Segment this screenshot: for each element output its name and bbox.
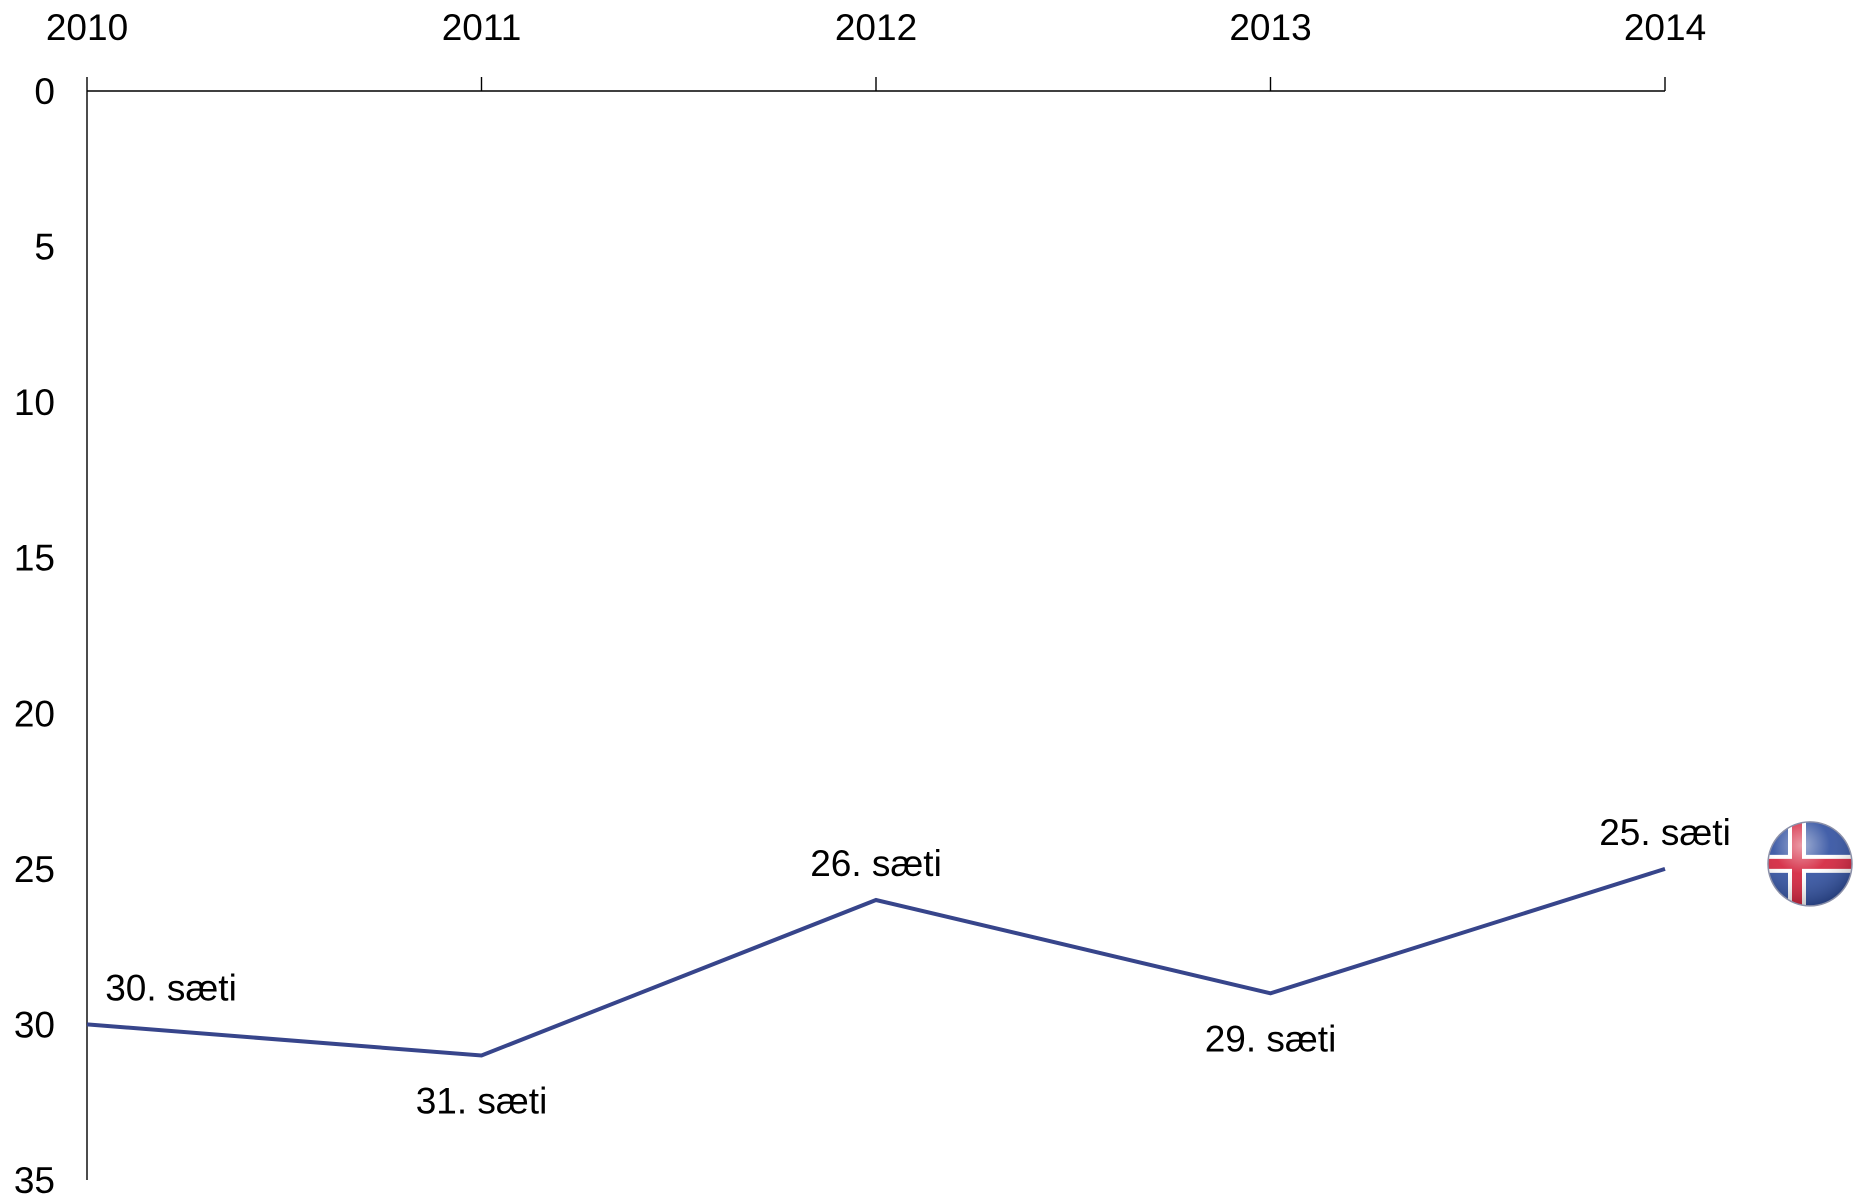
y-tick-label: 30 (14, 1004, 55, 1045)
y-tick-label: 20 (14, 693, 55, 734)
x-tick-label: 2012 (835, 7, 917, 48)
y-tick-label: 0 (34, 71, 55, 112)
x-tick-label: 2014 (1624, 7, 1706, 48)
point-label: 25. sæti (1599, 812, 1731, 853)
x-tick-label: 2013 (1229, 7, 1311, 48)
x-tick-label: 2011 (442, 7, 522, 48)
flag-gloss (1768, 821, 1852, 906)
y-tick-label: 15 (14, 538, 55, 579)
y-tick-label: 5 (34, 227, 55, 268)
point-label: 31. sæti (416, 1081, 548, 1122)
point-label: 30. sæti (105, 967, 237, 1008)
iceland-flag-icon (1767, 821, 1853, 907)
flag-rim (1767, 821, 1853, 907)
x-tick-label: 2010 (46, 7, 128, 48)
point-label: 26. sæti (810, 843, 942, 884)
data-labels: 30. sæti 31. sæti 26. sæti 29. sæti 25. sæti (105, 812, 1731, 1122)
axes: 2010 2011 2012 2013 2014 0 5 10 15 20 25 30 35 (14, 7, 1706, 1198)
series-layer (86, 866, 1666, 1058)
end-marker (1767, 821, 1853, 907)
point-label: 29. sæti (1205, 1018, 1337, 1059)
y-tick-label: 35 (14, 1160, 55, 1198)
y-tick-label: 10 (14, 382, 55, 423)
series-line (86, 866, 1666, 1058)
y-tick-label: 25 (14, 849, 55, 890)
